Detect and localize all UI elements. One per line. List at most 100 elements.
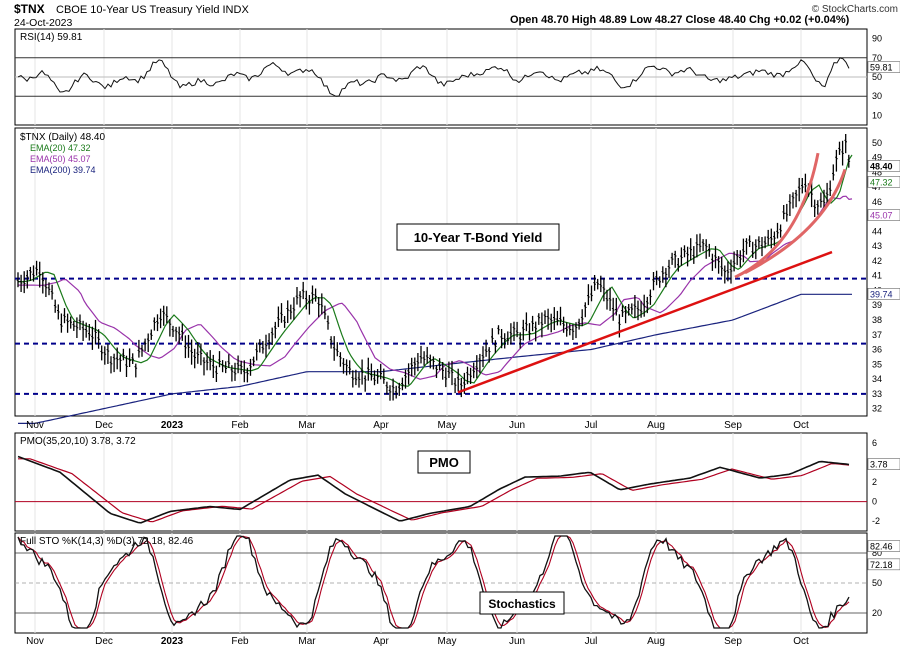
y-tick-label: 6 xyxy=(872,438,877,448)
sto-d-line xyxy=(17,535,850,629)
sto-annotation-box xyxy=(479,591,565,615)
month-label: Nov xyxy=(26,420,44,431)
y-tick-label: 34 xyxy=(872,374,882,384)
sto-label: Full STO %K(14,3) %D(3) 72.18, 82.46 xyxy=(20,536,194,547)
y-tick-label: 46 xyxy=(872,197,882,207)
month-label: May xyxy=(438,420,457,431)
month-label: Jul xyxy=(585,636,598,647)
pmo-line xyxy=(17,455,850,524)
parabolic-curve-inner xyxy=(744,168,847,275)
month-label: Aug xyxy=(647,636,665,647)
month-label: Sep xyxy=(724,420,742,431)
price-legend-main: $TNX (Daily) 48.40 xyxy=(20,132,105,143)
month-label: Dec xyxy=(95,636,113,647)
month-label: Jun xyxy=(509,420,525,431)
pmo-label: PMO(35,20,10) 3.78, 3.72 xyxy=(20,436,136,447)
y-tick-label: 36 xyxy=(872,345,882,355)
sto-k-line xyxy=(17,535,850,629)
month-label: Nov xyxy=(26,636,44,647)
y-tick-label: 48 xyxy=(872,167,882,177)
last-value-box xyxy=(867,176,900,188)
y-axis-ticks: 9070503010504948474645444342414039383736… xyxy=(867,34,900,618)
annotations xyxy=(457,152,847,394)
last-value-box xyxy=(867,458,900,470)
last-value-box xyxy=(867,160,900,172)
ema20-line xyxy=(18,154,853,387)
y-tick-label: 50 xyxy=(872,578,882,588)
last-value-box xyxy=(867,288,900,300)
y-tick-label: 43 xyxy=(872,241,882,251)
month-label: Oct xyxy=(793,636,809,647)
pmo-signal-line xyxy=(18,458,850,523)
symbol: $TNX xyxy=(14,2,45,16)
sto-annotation: Stochastics xyxy=(488,597,556,611)
month-label: Aug xyxy=(647,420,665,431)
tbond-annotation: 10-Year T-Bond Yield xyxy=(414,230,543,245)
y-tick-label: 44 xyxy=(872,226,882,236)
y-tick-label: 50 xyxy=(872,72,882,82)
last-value-label: 39.74 xyxy=(870,289,893,299)
last-value-box xyxy=(867,540,900,552)
month-label: Apr xyxy=(373,636,389,647)
ema200-line xyxy=(18,293,852,424)
price-panel xyxy=(14,127,868,417)
pmo-annotation: PMO xyxy=(429,455,459,470)
month-label: Sep xyxy=(724,636,742,647)
y-tick-label: 37 xyxy=(872,330,882,340)
y-tick-label: 32 xyxy=(872,404,882,414)
y-tick-label: 70 xyxy=(872,53,882,63)
y-tick-label: 0 xyxy=(872,497,877,507)
rising-trendline xyxy=(457,250,833,394)
legend-ema200: EMA(200) 39.74 xyxy=(30,165,96,175)
y-tick-label: 33 xyxy=(872,389,882,399)
y-tick-label: 80 xyxy=(872,548,882,558)
rsi-label: RSI(14) 59.81 xyxy=(20,32,83,43)
pmo-annotation-box xyxy=(417,450,471,474)
month-label: Dec xyxy=(95,420,113,431)
month-label: 2023 xyxy=(161,636,184,647)
y-tick-label: 10 xyxy=(872,110,882,120)
month-label: Mar xyxy=(298,636,316,647)
legend-ema50: EMA(50) 45.07 xyxy=(30,154,91,164)
y-tick-label: 2 xyxy=(872,477,877,487)
y-tick-label: 41 xyxy=(872,271,882,281)
y-tick-label: 35 xyxy=(872,359,882,369)
last-value-label: 47.32 xyxy=(870,177,893,187)
instrument-name: CBOE 10-Year US Treasury Yield INDX xyxy=(56,4,249,16)
chart-date: 24-Oct-2023 xyxy=(14,17,73,29)
month-axis-lower: Nov Dec 2023 Feb Mar Apr May Jun Jul Aug Sep Oct xyxy=(26,636,809,647)
month-label: Apr xyxy=(373,420,389,431)
ohlc-readout: Open 48.70 High 48.89 Low 48.27 Close 48… xyxy=(510,14,850,26)
month-label: Feb xyxy=(231,636,249,647)
y-tick-label: 30 xyxy=(872,91,882,101)
last-value-label: 72.18 xyxy=(870,560,893,570)
price-bars xyxy=(16,134,851,401)
last-value-box xyxy=(867,61,900,73)
pmo-panel xyxy=(14,432,868,532)
month-axis-upper: Nov Dec 2023 Feb Mar Apr May Jun Jul Aug Sep Oct xyxy=(26,420,809,431)
tbond-annotation-box xyxy=(396,223,560,251)
y-tick-label: 20 xyxy=(872,608,882,618)
month-label: Jul xyxy=(585,420,598,431)
grid-lines xyxy=(15,29,867,633)
last-value-box xyxy=(867,209,900,221)
y-tick-label: 49 xyxy=(872,153,882,163)
y-tick-label: -2 xyxy=(872,516,880,526)
month-label: Feb xyxy=(231,420,249,431)
y-tick-label: 90 xyxy=(872,34,882,44)
last-value-label: 48.40 xyxy=(870,161,893,171)
last-value-label: 3.78 xyxy=(870,460,888,470)
y-tick-label: 42 xyxy=(872,256,882,266)
last-value-label: 82.46 xyxy=(870,542,893,552)
y-tick-label: 38 xyxy=(872,315,882,325)
legend-ema20: EMA(20) 47.32 xyxy=(30,143,91,153)
month-label: 2023 xyxy=(161,420,184,431)
rsi-line xyxy=(17,57,850,97)
month-label: Oct xyxy=(793,420,809,431)
y-tick-label: 50 xyxy=(872,138,882,148)
last-value-label: 45.07 xyxy=(870,211,893,221)
watermark: © StockCharts.com xyxy=(812,4,898,15)
month-label: Jun xyxy=(509,636,525,647)
